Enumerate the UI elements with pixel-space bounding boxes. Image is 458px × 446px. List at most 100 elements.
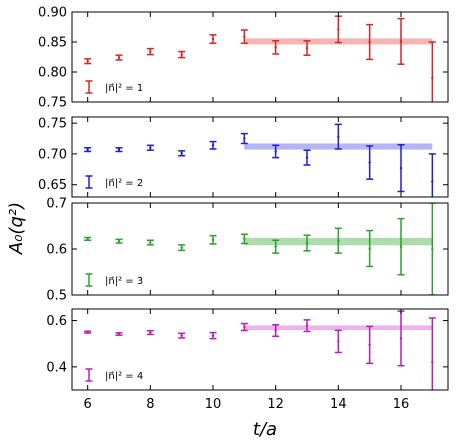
panel-data [84,15,436,102]
data-marker [86,237,89,241]
data-point [209,34,217,44]
y-axis-label: A₀(q²) [6,202,27,255]
data-point [303,319,311,333]
data-marker [180,246,183,249]
data-marker [211,37,215,41]
x-tick-label: 6 [84,397,92,412]
y-tick-label: 0.5 [46,289,67,304]
data-marker [117,148,121,151]
y-tick-label: 0.6 [46,314,67,329]
data-marker [431,180,434,183]
data-point [272,323,280,338]
panel-4: 0.4 0.6 |n⃗|² = 4 [46,308,449,391]
data-point [146,144,154,151]
data-point [334,329,342,354]
data-marker [399,245,403,248]
x-tick-label: 14 [330,397,347,412]
data-marker [431,247,434,251]
data-marker [180,53,183,56]
data-marker [337,340,340,343]
data-marker [337,28,340,31]
data-marker [180,152,183,155]
data-point [397,310,405,367]
data-marker [431,360,434,364]
legend-label: |n⃗|² = 1 [105,83,143,94]
data-marker [86,60,89,63]
legend: |n⃗|² = 2 [85,175,143,189]
data-marker [305,156,309,159]
data-marker [86,148,89,151]
data-marker [399,337,403,340]
legend: |n⃗|² = 4 [85,368,143,382]
data-marker [274,46,277,49]
panel-frame [71,116,449,198]
data-marker [368,343,371,347]
legend-label: |n⃗|² = 2 [105,178,143,189]
x-tick-label: 10 [205,397,222,412]
data-marker [305,324,309,327]
data-point [366,325,374,365]
data-marker [368,161,371,164]
data-marker [211,238,215,241]
data-marker [86,330,89,334]
data-point [272,239,280,254]
data-point [428,153,436,197]
data-marker [274,150,277,153]
data-point [209,331,217,340]
data-point [397,143,405,193]
data-marker [337,239,340,242]
data-point [397,217,405,276]
data-point [146,47,154,56]
y-tick-label: 0.80 [38,66,67,81]
data-marker [368,247,371,250]
x-tick-label: 8 [146,397,154,412]
data-point [366,145,374,180]
data-marker [305,241,309,245]
y-tick-label: 0.75 [38,117,67,132]
x-tick-label: 12 [267,397,284,412]
data-marker [399,40,403,43]
data-marker [117,56,121,59]
data-point [84,330,92,334]
panel-frame [71,11,449,103]
data-point [240,29,248,44]
panel-data [84,203,436,295]
legend: |n⃗|² = 3 [85,273,143,287]
data-point [84,147,92,153]
data-marker [305,46,309,50]
data-point [334,227,342,254]
data-point [115,238,123,244]
data-point [272,40,280,55]
y-tick-label: 0.75 [38,96,67,111]
data-point [115,332,123,336]
data-marker [243,35,246,38]
data-marker [399,166,403,170]
data-point [397,17,405,65]
panel-3: 0.5 0.6 0.7 |n⃗|² = 3 [46,197,449,304]
data-point [178,150,186,157]
data-marker [117,332,121,336]
data-point [178,50,186,59]
data-marker [149,50,152,53]
data-marker [243,137,246,140]
data-marker [337,135,340,138]
y-tick-label: 0.70 [38,147,67,162]
data-marker [274,245,277,248]
data-marker [211,144,215,147]
data-marker [274,329,277,332]
data-point [428,41,436,102]
data-point [115,54,123,61]
fit-band [244,325,433,331]
data-marker [431,76,434,80]
data-point [303,234,311,252]
x-tick-label: 16 [393,397,410,412]
y-tick-label: 0.65 [38,178,67,193]
data-point [428,317,436,390]
data-point [366,229,374,268]
data-point [84,58,92,65]
panel-data [84,123,436,197]
panel-1: 0.75 0.80 0.85 0.90 |n⃗|² = 1 [38,6,449,111]
data-point [303,40,311,56]
data-marker [368,40,371,44]
data-point [209,234,217,245]
